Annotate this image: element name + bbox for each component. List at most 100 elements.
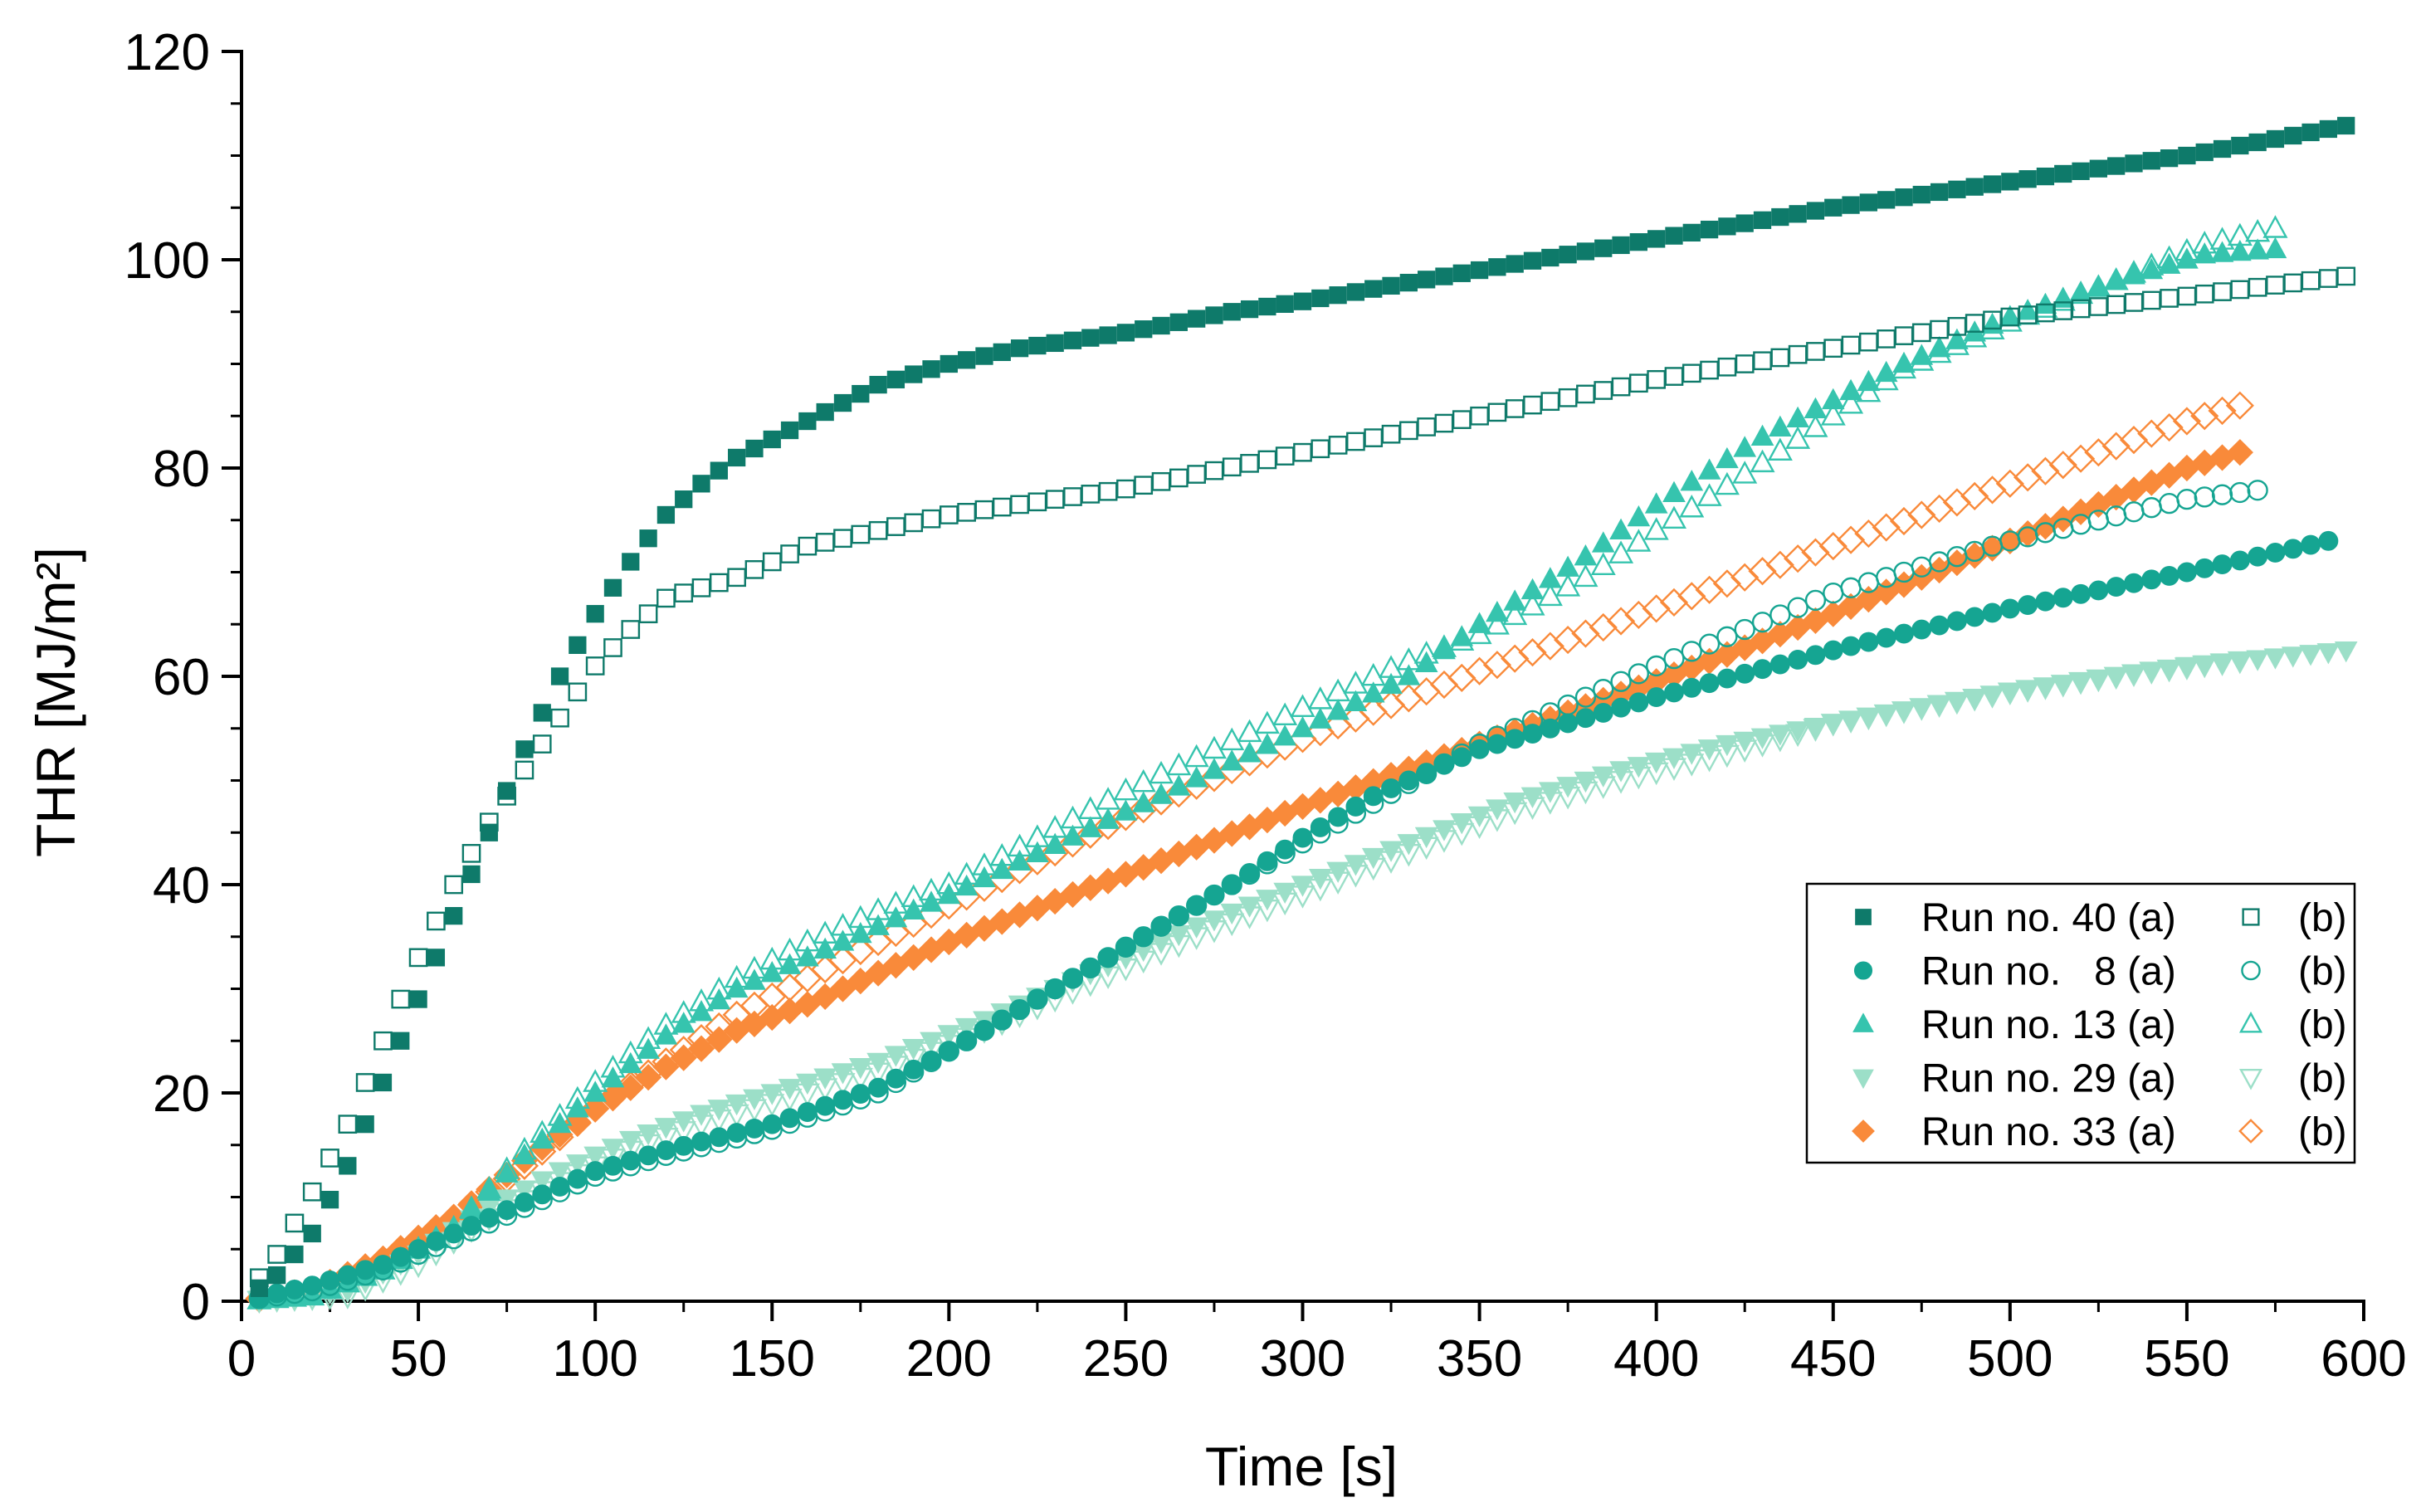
data-point — [2210, 653, 2234, 675]
data-point — [1750, 728, 1774, 749]
data-point — [705, 1026, 733, 1053]
data-point — [250, 1279, 268, 1297]
data-point — [778, 1079, 802, 1100]
data-point — [1329, 286, 1347, 305]
data-point — [1237, 896, 1262, 918]
data-point — [1045, 978, 1066, 999]
data-point — [1149, 760, 1174, 784]
data-point — [2246, 650, 2269, 671]
data-point — [2319, 269, 2338, 288]
data-point — [2089, 297, 2108, 316]
data-point — [1467, 612, 1491, 633]
data-point — [1664, 367, 1684, 386]
data-point — [2013, 463, 2043, 492]
data-point — [1590, 552, 1616, 575]
data-point — [831, 1063, 855, 1085]
data-point — [1769, 604, 1791, 626]
data-point — [1522, 724, 1543, 744]
data-point — [796, 945, 819, 967]
data-point — [815, 1095, 836, 1116]
data-point — [1257, 450, 1277, 470]
data-point — [657, 505, 676, 524]
data-point — [811, 954, 840, 984]
data-point — [1308, 868, 1332, 890]
data-point — [670, 1044, 697, 1071]
data-point — [1786, 721, 1809, 743]
data-point — [1114, 799, 1138, 821]
data-point — [2141, 569, 2162, 590]
data-point — [1700, 360, 1719, 380]
data-point — [707, 1100, 731, 1121]
y-tick-label: 0 — [182, 1274, 210, 1331]
data-point — [1910, 344, 1934, 365]
data-point — [267, 1266, 286, 1285]
data-point — [1205, 306, 1223, 324]
data-point — [1859, 193, 1878, 212]
data-point — [779, 1108, 800, 1129]
data-point — [1418, 271, 1436, 289]
data-point — [373, 1031, 393, 1051]
data-point — [1770, 348, 1790, 368]
data-point — [1416, 763, 1437, 783]
data-point — [2318, 530, 2339, 551]
data-point — [1381, 424, 1401, 444]
data-point — [1912, 185, 1930, 204]
data-point — [461, 1216, 481, 1236]
data-point — [1696, 483, 1722, 506]
data-point — [1593, 702, 1613, 723]
data-point — [2176, 489, 2198, 510]
data-point — [975, 347, 993, 365]
data-point — [638, 604, 658, 624]
data-point — [1750, 424, 1774, 446]
data-point — [2212, 554, 2233, 575]
data-point — [1541, 248, 1559, 267]
data-point — [851, 524, 871, 544]
legend-label-a: Run no. 13 (a) — [1921, 1003, 2176, 1047]
data-point — [1099, 326, 1117, 344]
data-point — [1359, 697, 1388, 726]
data-point — [1098, 481, 1118, 501]
data-point — [2016, 680, 2039, 702]
data-point — [1591, 531, 1615, 553]
data-point — [727, 568, 746, 588]
data-point — [1237, 741, 1262, 763]
data-point — [1469, 739, 1490, 759]
data-point — [1308, 707, 1332, 729]
data-point — [427, 949, 446, 967]
data-point — [480, 823, 498, 841]
data-point — [2266, 129, 2285, 149]
data-point — [1166, 752, 1192, 776]
data-point — [1417, 417, 1436, 437]
data-point — [1220, 903, 1244, 925]
data-point — [1927, 335, 1951, 358]
data-point — [1379, 841, 1403, 862]
data-point — [1677, 582, 1706, 611]
data-point — [1963, 689, 1987, 711]
data-point — [656, 1140, 676, 1160]
data-point — [1257, 851, 1277, 871]
data-point — [1627, 505, 1651, 527]
data-point — [1681, 641, 1702, 662]
data-point — [1823, 640, 1843, 661]
data-point — [1646, 655, 1667, 677]
data-point — [621, 620, 641, 639]
data-point — [1574, 771, 1598, 793]
data-point — [1116, 324, 1135, 342]
data-point — [797, 1102, 818, 1122]
data-point — [2175, 656, 2199, 679]
data-point — [1501, 644, 1530, 673]
data-point — [1858, 632, 1879, 652]
data-point — [1135, 320, 1153, 339]
data-point — [1133, 926, 1154, 947]
data-point — [1502, 602, 1528, 626]
data-point — [1662, 480, 1686, 502]
data-point — [639, 529, 657, 548]
legend-marker-a — [1852, 1012, 1874, 1032]
data-point — [1712, 569, 1741, 598]
y-tick-label: 40 — [153, 857, 210, 915]
data-point — [2193, 242, 2217, 264]
data-point — [1626, 529, 1652, 552]
data-point — [1201, 735, 1227, 759]
data-point — [1046, 334, 1064, 353]
